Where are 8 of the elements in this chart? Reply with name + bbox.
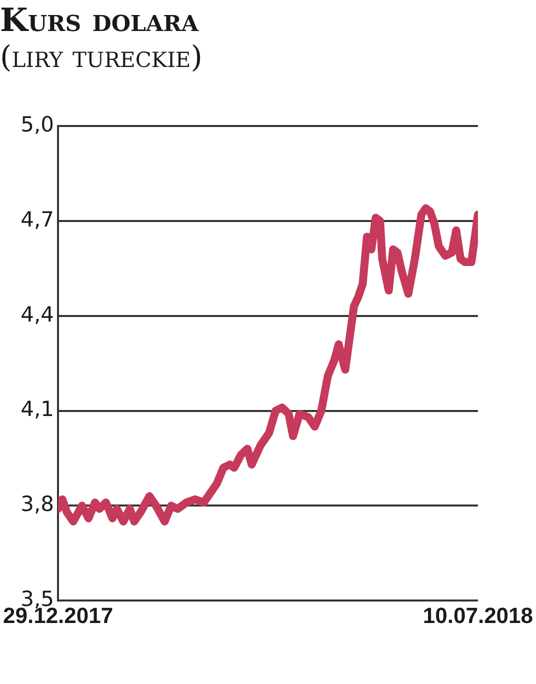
y-tick-label: 3,8: [20, 492, 54, 516]
y-tick-label: 4,1: [20, 397, 54, 422]
x-tick-label: 10.07.2018: [422, 602, 533, 628]
chart-title: Kurs dolara: [0, 1, 200, 39]
y-tick-label: 5,0: [20, 112, 54, 136]
y-tick-label: 4,7: [20, 207, 54, 232]
y-tick-label: 4,4: [20, 302, 54, 326]
chart-subtitle: (liry tureckie): [0, 39, 204, 77]
